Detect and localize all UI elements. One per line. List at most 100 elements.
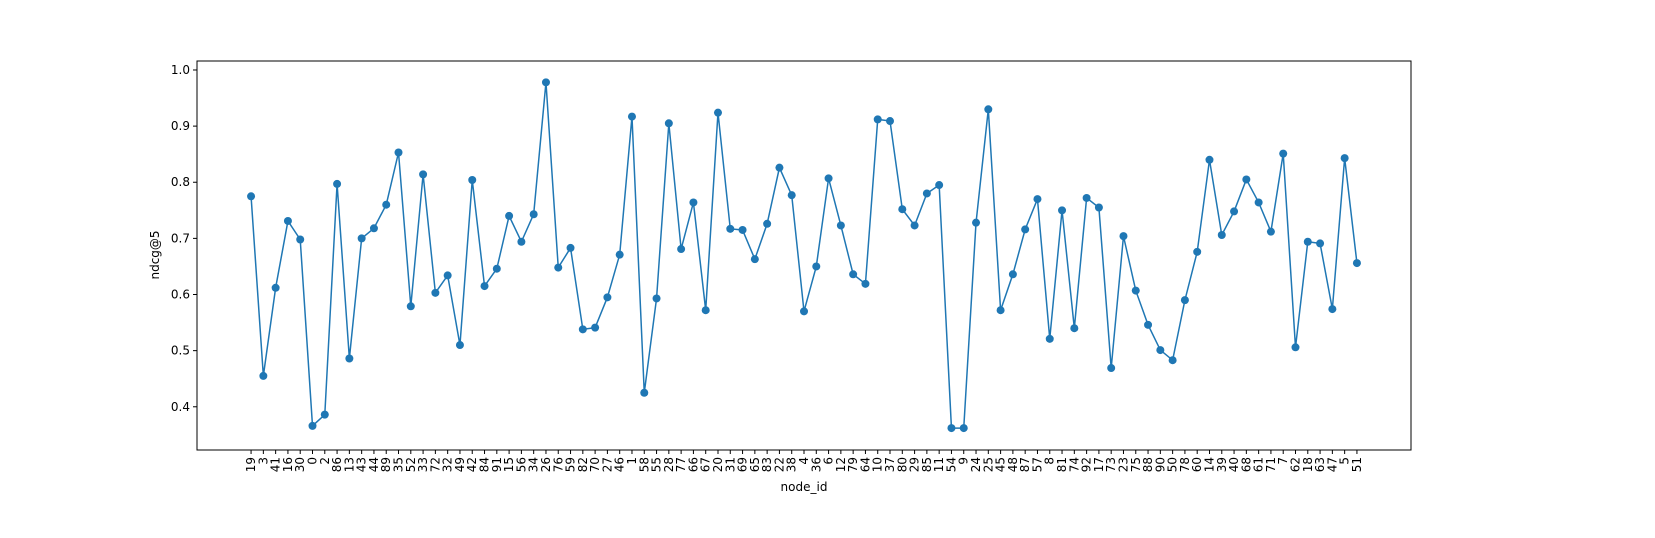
- x-tick-label: 8: [1043, 457, 1057, 465]
- x-tick-label: 72: [428, 457, 442, 472]
- x-tick-label: 52: [404, 457, 418, 472]
- x-tick-label: 17: [1092, 457, 1106, 472]
- x-tick-label: 45: [994, 457, 1008, 472]
- data-point: [1082, 193, 1091, 202]
- data-point: [1144, 320, 1153, 329]
- y-tick-label: 1.0: [171, 63, 190, 77]
- x-tick-label: 5: [1338, 457, 1352, 465]
- data-point: [455, 341, 464, 350]
- data-point: [492, 264, 501, 273]
- x-tick-label: 74: [1067, 457, 1081, 472]
- x-tick-label: 47: [1325, 457, 1339, 472]
- data-point: [824, 174, 833, 183]
- data-point: [738, 225, 747, 234]
- data-point: [652, 294, 661, 303]
- x-tick-label: 1: [625, 457, 639, 465]
- data-point: [517, 237, 526, 246]
- x-tick-label: 92: [1080, 457, 1094, 472]
- x-tick-label: 61: [1252, 457, 1266, 472]
- x-tick-label: 13: [342, 457, 356, 472]
- data-point: [787, 191, 796, 200]
- data-point: [308, 421, 317, 430]
- data-point: [1168, 356, 1177, 365]
- x-tick-label: 88: [1141, 457, 1155, 472]
- x-tick-label: 15: [502, 457, 516, 472]
- x-tick-label: 44: [367, 457, 381, 472]
- y-tick-label: 0.5: [171, 344, 190, 358]
- x-tick-label: 59: [564, 457, 578, 472]
- data-point: [468, 176, 477, 185]
- x-tick-label: 57: [1030, 457, 1044, 472]
- x-tick-label: 14: [1202, 457, 1216, 472]
- x-tick-label: 73: [1104, 457, 1118, 472]
- x-tick-label: 24: [969, 457, 983, 472]
- x-tick-label: 27: [600, 457, 614, 472]
- plot-frame: [196, 60, 1412, 451]
- x-tick-label: 38: [785, 457, 799, 472]
- y-tick-label: 0.4: [171, 400, 190, 414]
- x-tick-label: 12: [834, 457, 848, 472]
- data-point: [1180, 296, 1189, 305]
- y-tick-label: 0.7: [171, 231, 190, 245]
- data-point: [369, 224, 378, 233]
- data-point: [1193, 247, 1202, 256]
- data-point: [529, 210, 538, 219]
- data-point: [984, 105, 993, 114]
- x-tick-label: 20: [711, 457, 725, 472]
- data-point: [271, 283, 280, 292]
- data-point: [578, 325, 587, 334]
- x-tick-label: 68: [1239, 457, 1253, 472]
- x-tick-label: 28: [662, 457, 676, 472]
- y-tick-label: 0.8: [171, 175, 190, 189]
- x-tick-label: 35: [392, 457, 406, 472]
- data-point: [541, 78, 550, 87]
- data-point: [775, 163, 784, 172]
- x-tick-label: 60: [1190, 457, 1204, 472]
- x-tick-label: 62: [1288, 457, 1302, 472]
- x-axis-label: node_id: [781, 480, 828, 494]
- x-tick-label: 41: [269, 457, 283, 472]
- x-tick-label: 3: [256, 457, 270, 465]
- x-tick-label: 30: [293, 457, 307, 472]
- x-tick-label: 22: [772, 457, 786, 472]
- data-point: [1279, 149, 1288, 158]
- data-point: [283, 216, 292, 225]
- x-tick-label: 89: [379, 457, 393, 472]
- x-tick-label: 81: [1055, 457, 1069, 472]
- x-tick-label: 91: [490, 457, 504, 472]
- x-tick-label: 29: [908, 457, 922, 472]
- data-point: [1291, 343, 1300, 352]
- x-tick-label: 43: [355, 457, 369, 472]
- x-tick-label: 51: [1350, 457, 1364, 472]
- data-point: [910, 221, 919, 230]
- x-tick-label: 77: [674, 457, 688, 472]
- data-point: [627, 112, 636, 121]
- x-tick-label: 84: [478, 457, 492, 472]
- x-tick-label: 6: [822, 457, 836, 465]
- data-point: [1242, 175, 1251, 184]
- data-point: [566, 243, 575, 252]
- data-point: [419, 170, 428, 179]
- data-point: [664, 119, 673, 128]
- data-point: [898, 205, 907, 214]
- x-tick-label: 90: [1153, 457, 1167, 472]
- data-point: [394, 148, 403, 157]
- x-tick-label: 4: [797, 457, 811, 465]
- data-point: [1119, 232, 1128, 241]
- x-tick-label: 2: [318, 457, 332, 465]
- data-point: [701, 306, 710, 315]
- data-point: [1107, 364, 1116, 373]
- data-point: [1131, 286, 1140, 295]
- x-tick-label: 10: [871, 457, 885, 472]
- x-tick-label: 76: [551, 457, 565, 472]
- data-point: [1254, 198, 1263, 207]
- data-point: [1058, 206, 1067, 215]
- data-point: [713, 108, 722, 117]
- data-point: [345, 354, 354, 363]
- data-point: [406, 302, 415, 311]
- x-tick-label: 85: [920, 457, 934, 472]
- x-tick-label: 65: [748, 457, 762, 472]
- data-point: [1230, 207, 1239, 216]
- data-point: [247, 192, 256, 201]
- data-point: [259, 371, 268, 380]
